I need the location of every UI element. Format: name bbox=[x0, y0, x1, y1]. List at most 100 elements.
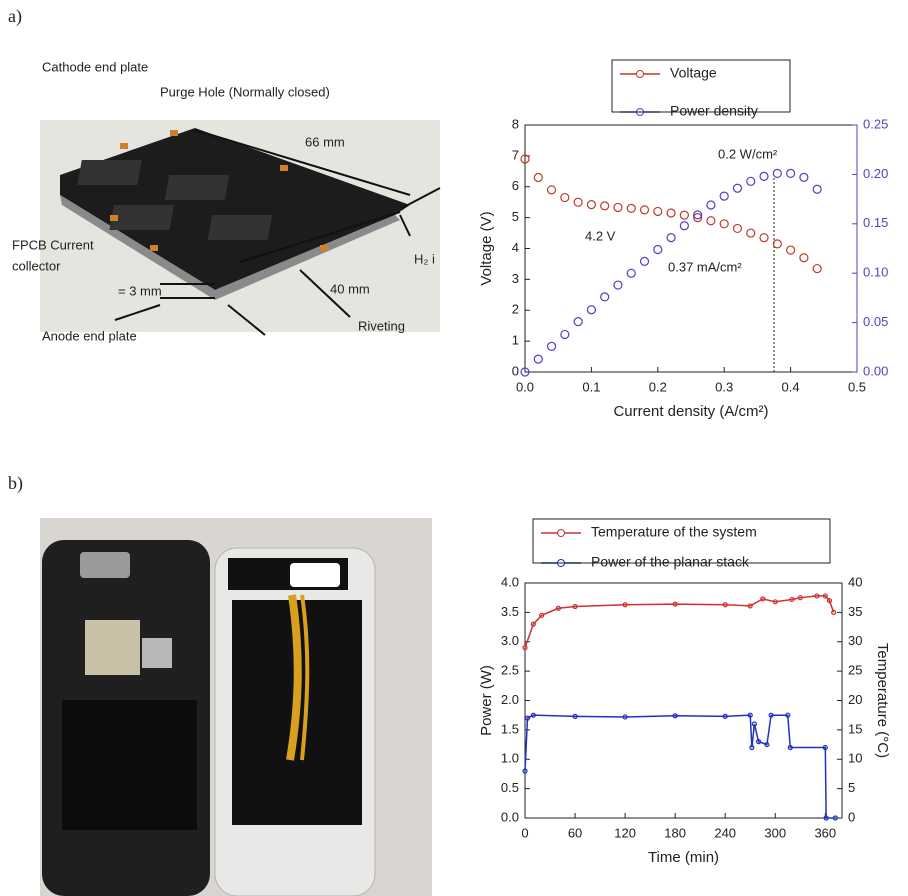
x-tick-label: 0.0 bbox=[516, 379, 534, 394]
photo-label: collector bbox=[12, 258, 61, 273]
data-point bbox=[587, 201, 595, 209]
legend-marker bbox=[558, 530, 565, 537]
legend-label: Temperature of the system bbox=[591, 524, 757, 540]
y2-tick-label: 35 bbox=[848, 604, 862, 619]
x-tick-label: 300 bbox=[764, 825, 786, 840]
data-point bbox=[534, 355, 542, 363]
y-tick-label: 2 bbox=[512, 302, 519, 317]
plot-frame bbox=[525, 125, 857, 372]
y-axis-title: Voltage (V) bbox=[478, 211, 495, 285]
photo-label: FPCB Current bbox=[12, 237, 94, 252]
y-tick-label: 7 bbox=[512, 147, 519, 162]
data-point bbox=[787, 246, 795, 254]
annotation: 0.37 mA/cm² bbox=[668, 259, 742, 274]
y2-tick-label: 0.25 bbox=[863, 116, 888, 131]
x-axis-title: Current density (A/cm²) bbox=[613, 403, 768, 420]
annotation: 0.2 W/cm² bbox=[718, 146, 778, 161]
y-axis-title: Power (W) bbox=[478, 665, 495, 736]
data-point bbox=[561, 330, 569, 338]
y2-tick-label: 40 bbox=[848, 574, 862, 589]
y2-tick-label: 30 bbox=[848, 633, 862, 648]
data-point bbox=[800, 254, 808, 262]
legend-label: Power density bbox=[670, 103, 758, 119]
data-point bbox=[760, 234, 768, 242]
data-point bbox=[614, 203, 622, 211]
data-point bbox=[641, 206, 649, 214]
photo-label: H₂ i bbox=[414, 251, 435, 266]
x-tick-label: 360 bbox=[814, 825, 836, 840]
data-point bbox=[747, 177, 755, 185]
photo-phone bbox=[40, 518, 432, 896]
x-tick-label: 180 bbox=[664, 825, 686, 840]
y2-tick-label: 5 bbox=[848, 780, 855, 795]
data-point bbox=[707, 201, 715, 209]
y2-tick-label: 0.20 bbox=[863, 166, 888, 181]
data-point bbox=[641, 257, 649, 265]
plot-frame bbox=[525, 583, 842, 818]
data-point bbox=[601, 202, 609, 210]
photo-fuel-cell bbox=[40, 120, 440, 335]
data-point bbox=[733, 184, 741, 192]
series-line bbox=[525, 596, 834, 648]
data-point bbox=[787, 169, 795, 177]
y2-tick-label: 0.15 bbox=[863, 215, 888, 230]
legend-label: Power of the planar stack bbox=[591, 554, 750, 570]
data-point bbox=[614, 281, 622, 289]
photo-label: 66 mm bbox=[305, 134, 345, 149]
legend-label: Voltage bbox=[670, 65, 717, 81]
data-point bbox=[773, 169, 781, 177]
panel-label: a) bbox=[8, 6, 22, 27]
y2-tick-label: 20 bbox=[848, 692, 862, 707]
y2-axis-title: Temperature (°C) bbox=[874, 643, 891, 758]
x-axis-title: Time (min) bbox=[648, 849, 719, 866]
y-tick-label: 3.5 bbox=[501, 604, 519, 619]
y-tick-label: 1.0 bbox=[501, 751, 519, 766]
data-point bbox=[667, 234, 675, 242]
y-tick-label: 1 bbox=[512, 333, 519, 348]
photo-label: 40 mm bbox=[330, 281, 370, 296]
data-point bbox=[654, 245, 662, 253]
data-point bbox=[587, 306, 595, 314]
x-tick-label: 0.1 bbox=[582, 379, 600, 394]
data-point bbox=[534, 173, 542, 181]
y-tick-label: 4 bbox=[512, 240, 519, 255]
data-point bbox=[707, 217, 715, 225]
y-tick-label: 2.5 bbox=[501, 663, 519, 678]
figure: a) b) Cathode end plate Pur bbox=[0, 0, 908, 896]
x-tick-label: 0.5 bbox=[848, 379, 866, 394]
data-point bbox=[720, 192, 728, 200]
data-point bbox=[574, 318, 582, 326]
x-tick-label: 60 bbox=[568, 825, 582, 840]
y2-tick-label: 10 bbox=[848, 751, 862, 766]
y-tick-label: 8 bbox=[512, 116, 519, 131]
y-tick-label: 0 bbox=[512, 363, 519, 378]
data-point bbox=[773, 240, 781, 248]
photo-label: Riveting bbox=[358, 318, 405, 333]
x-tick-label: 0.3 bbox=[715, 379, 733, 394]
data-point bbox=[654, 207, 662, 215]
data-point bbox=[680, 222, 688, 230]
panel-label: b) bbox=[8, 473, 23, 494]
data-point bbox=[627, 204, 635, 212]
data-point bbox=[747, 229, 755, 237]
series-line bbox=[525, 715, 835, 818]
y2-tick-label: 25 bbox=[848, 663, 862, 678]
y-tick-label: 4.0 bbox=[501, 574, 519, 589]
data-point bbox=[574, 198, 582, 206]
photo-label: Cathode end plate bbox=[42, 59, 148, 74]
data-point bbox=[680, 211, 688, 219]
data-point bbox=[813, 185, 821, 193]
data-point bbox=[627, 269, 635, 277]
x-tick-label: 120 bbox=[614, 825, 636, 840]
y-tick-label: 0.5 bbox=[501, 780, 519, 795]
x-tick-label: 0.4 bbox=[782, 379, 800, 394]
y-tick-label: 2.0 bbox=[501, 692, 519, 707]
annotation: 4.2 V bbox=[585, 228, 616, 243]
legend-marker bbox=[637, 71, 644, 78]
y2-tick-label: 15 bbox=[848, 721, 862, 736]
photo-label: Purge Hole (Normally closed) bbox=[160, 84, 330, 99]
data-point bbox=[733, 224, 741, 232]
y-tick-label: 5 bbox=[512, 209, 519, 224]
y2-tick-label: 0.05 bbox=[863, 314, 888, 329]
data-point bbox=[561, 194, 569, 202]
